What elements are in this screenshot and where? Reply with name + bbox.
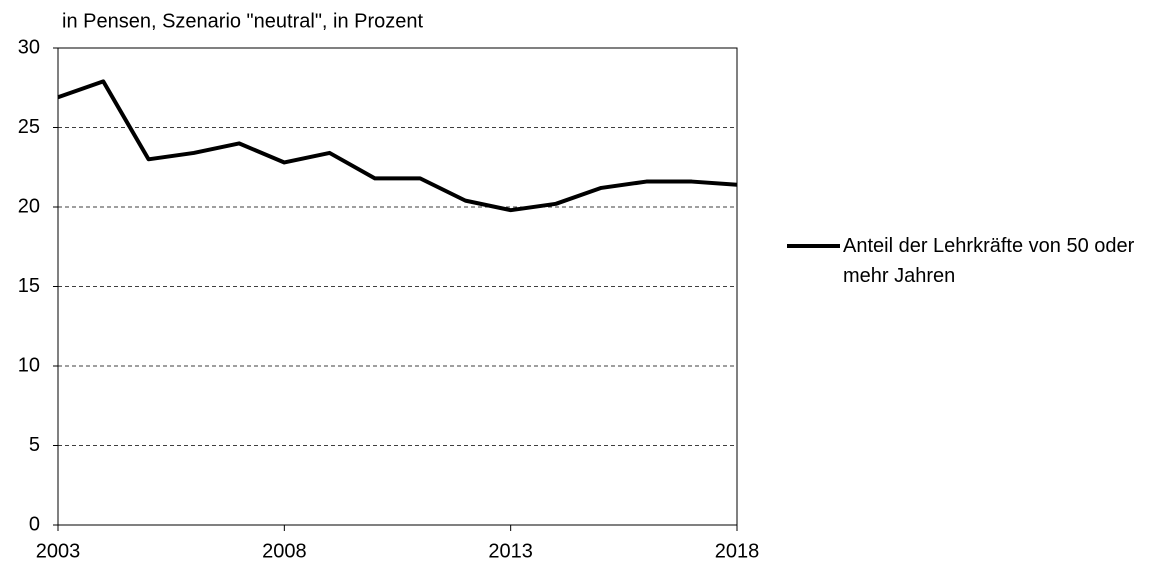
y-tick-label: 25 <box>18 116 40 138</box>
legend-label: Anteil der Lehrkräfte von 50 oder mehr J… <box>843 235 1135 287</box>
x-tick-label: 2018 <box>715 540 760 562</box>
x-tick-label: 2013 <box>488 540 533 562</box>
y-tick-label: 20 <box>18 195 40 217</box>
chart-title: in Pensen, Szenario "neutral", in Prozen… <box>62 10 424 32</box>
plot-frame <box>57 47 738 526</box>
y-tick-label: 0 <box>29 513 40 535</box>
y-tick-label: 15 <box>18 275 40 297</box>
x-tick-label: 2003 <box>36 540 81 562</box>
x-tick-label: 2008 <box>262 540 307 562</box>
y-tick-label: 5 <box>29 434 40 456</box>
data-line <box>57 79 738 213</box>
y-tick-label: 30 <box>18 36 40 58</box>
y-tick-label: 10 <box>18 354 40 376</box>
